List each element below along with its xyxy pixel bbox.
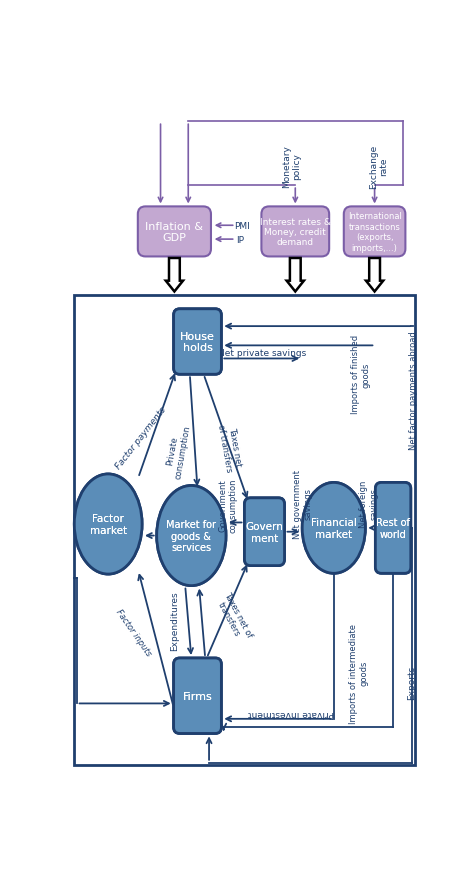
FancyBboxPatch shape	[173, 659, 221, 734]
Text: IP: IP	[236, 235, 244, 245]
Text: Factor inputs: Factor inputs	[114, 607, 153, 657]
Text: Expenditures: Expenditures	[170, 591, 179, 651]
Text: Net factor payments abroad: Net factor payments abroad	[409, 331, 418, 449]
Text: Factor payments: Factor payments	[114, 405, 168, 470]
Text: Firms: Firms	[182, 691, 212, 701]
Text: Private investment: Private investment	[248, 709, 335, 717]
FancyBboxPatch shape	[173, 310, 221, 374]
Text: Private
consumption: Private consumption	[163, 423, 192, 480]
Ellipse shape	[302, 483, 365, 574]
Text: Net private savings: Net private savings	[218, 348, 306, 358]
Text: Net foreign
savings: Net foreign savings	[359, 480, 378, 527]
Text: Taxes net of
transfers: Taxes net of transfers	[213, 590, 254, 644]
FancyBboxPatch shape	[138, 207, 211, 257]
Text: Exchange
rate: Exchange rate	[369, 145, 388, 189]
Polygon shape	[287, 259, 304, 292]
Polygon shape	[366, 259, 383, 292]
Ellipse shape	[157, 486, 226, 586]
FancyBboxPatch shape	[375, 483, 411, 574]
FancyBboxPatch shape	[245, 498, 284, 566]
Text: Monetary
policy: Monetary policy	[282, 146, 301, 189]
Text: Imports of finished
goods: Imports of finished goods	[351, 335, 371, 414]
Text: Exports: Exports	[407, 665, 416, 699]
Bar	[74, 296, 415, 765]
FancyBboxPatch shape	[375, 483, 411, 574]
Text: Rest of
world: Rest of world	[376, 517, 410, 539]
Text: Market for
goods &
services: Market for goods & services	[166, 519, 216, 553]
Text: Govern
ment: Govern ment	[246, 521, 283, 543]
Text: Market for
goods &
services: Market for goods & services	[166, 519, 216, 553]
FancyBboxPatch shape	[261, 207, 329, 257]
Text: Inflation &
GDP: Inflation & GDP	[146, 221, 203, 243]
Text: Govern
ment: Govern ment	[246, 521, 283, 543]
Text: Firms: Firms	[182, 691, 212, 701]
Text: Net government
savings: Net government savings	[293, 469, 313, 538]
Text: Rest of
world: Rest of world	[376, 517, 410, 539]
Text: Taxes net
of transfers: Taxes net of transfers	[216, 422, 244, 473]
Polygon shape	[166, 259, 183, 292]
Ellipse shape	[157, 486, 226, 586]
Text: Factor
market: Factor market	[90, 514, 127, 535]
FancyBboxPatch shape	[344, 207, 405, 257]
Text: Financial
market: Financial market	[311, 517, 357, 539]
Text: Government
consumption: Government consumption	[219, 478, 238, 532]
Text: PMI: PMI	[234, 222, 250, 231]
Text: House
holds: House holds	[180, 332, 215, 353]
Text: Financial
market: Financial market	[311, 517, 357, 539]
Ellipse shape	[302, 483, 365, 574]
Text: Interest rates &
Money, credit
demand: Interest rates & Money, credit demand	[260, 217, 331, 247]
FancyBboxPatch shape	[173, 310, 221, 374]
Text: International
transactions
(exports,
imports,...): International transactions (exports, imp…	[347, 212, 401, 253]
Ellipse shape	[74, 474, 142, 574]
FancyBboxPatch shape	[173, 659, 221, 734]
Text: House
holds: House holds	[180, 332, 215, 353]
FancyBboxPatch shape	[245, 498, 284, 566]
Ellipse shape	[74, 474, 142, 574]
Text: Imports of intermediate
goods: Imports of intermediate goods	[349, 623, 369, 723]
Text: Factor
market: Factor market	[90, 514, 127, 535]
